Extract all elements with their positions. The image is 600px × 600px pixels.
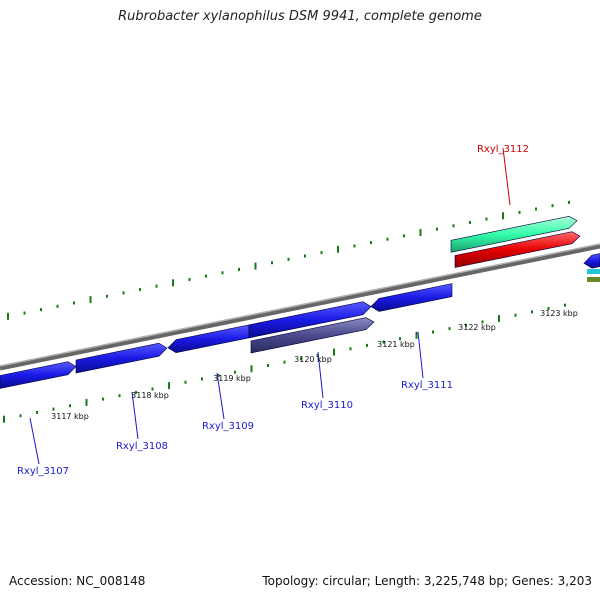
gene-rxyl-3107 <box>0 361 77 389</box>
gene-rxyl-3109 <box>167 324 250 354</box>
leader-line <box>317 351 324 399</box>
gene-labels: Rxyl_3107 Rxyl_3108 Rxyl_3109 Rxyl_3110 Rxyl… <box>17 144 529 477</box>
map-title: Rubrobacter xylanophilus DSM 9941, compl… <box>118 9 482 24</box>
leader-line <box>131 391 139 440</box>
inner-tick-marks <box>3 303 566 423</box>
gene-label: Rxyl_3111 <box>401 380 453 391</box>
gene-label: Rxyl_3108 <box>116 441 168 452</box>
leader-line <box>216 372 225 420</box>
gene-rxyl-3108 <box>75 342 168 374</box>
leader-line <box>417 331 424 379</box>
tick-label: 3119 kbp <box>213 374 251 383</box>
leader-line <box>29 417 40 465</box>
outer-tick-marks <box>7 200 570 320</box>
gene-label: Rxyl_3107 <box>17 466 69 477</box>
gene-rxyl-3112 <box>454 231 581 268</box>
topology-text: Topology: circular; Length: 3,225,748 bp… <box>262 574 592 588</box>
tick-label: 3117 kbp <box>51 412 89 421</box>
label-leader-lines <box>29 147 511 465</box>
gene-rxyl-3110-track <box>250 317 375 354</box>
gene-label: Rxyl_3109 <box>202 421 254 432</box>
gene-label: Rxyl_3110 <box>301 400 353 411</box>
accession-text: Accession: NC_008148 <box>9 574 146 588</box>
gene-fragment-cyan <box>587 269 600 274</box>
gene-rxyl-3112-track <box>450 216 578 253</box>
tick-label: 3122 kbp <box>458 323 496 332</box>
genome-backbone <box>0 243 600 371</box>
tick-labels: 3117 kbp 3118 kbp 3119 kbp 3120 kbp 3121 kbp… <box>51 309 578 421</box>
gene-rxyl-3111 <box>370 283 453 312</box>
gene-next-fragment <box>583 253 600 269</box>
tick-label: 3123 kbp <box>540 309 578 318</box>
tick-label: 3120 kbp <box>294 355 332 364</box>
genome-backbone-highlight <box>0 243 600 367</box>
gene-fragment-olive <box>587 277 600 282</box>
gene-rxyl-3110 <box>248 301 372 339</box>
leader-line <box>502 147 511 206</box>
gene-label: Rxyl_3112 <box>477 144 529 155</box>
tick-label: 3121 kbp <box>377 340 415 349</box>
tick-label: 3118 kbp <box>131 391 169 400</box>
gene-features <box>0 216 600 389</box>
